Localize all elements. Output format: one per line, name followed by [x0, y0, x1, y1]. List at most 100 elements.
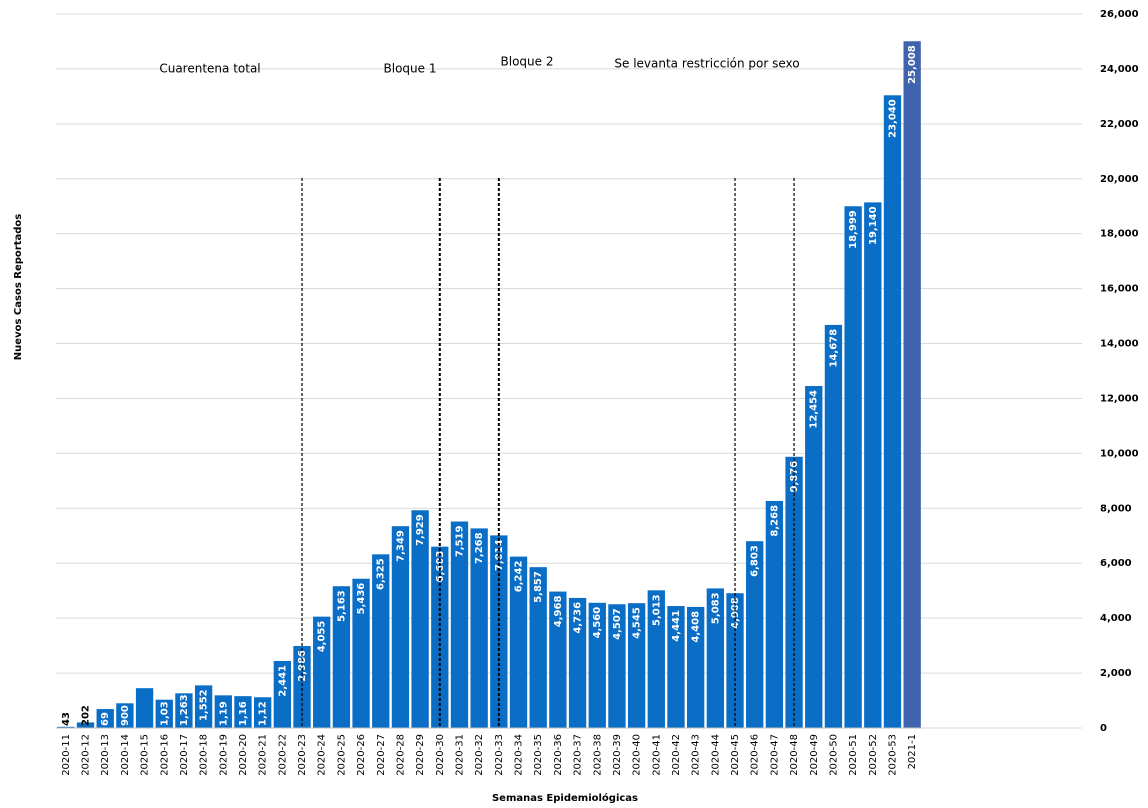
bar	[411, 510, 429, 728]
value-label: 1,263	[179, 694, 190, 726]
value-label: 7,519	[454, 525, 465, 557]
bar	[549, 591, 567, 728]
bar	[765, 500, 784, 728]
y-axis-label: Nuevos Casos Reportados	[13, 214, 24, 360]
x-tick-label: 2020-23	[297, 734, 308, 776]
x-tick-label: 2020-35	[533, 734, 544, 776]
bar	[706, 588, 725, 728]
x-tick-label: 2020-27	[376, 734, 387, 776]
x-tick-label: 2020-40	[632, 734, 643, 776]
x-tick-label: 2020-33	[494, 734, 505, 776]
x-tick-label: 2020-51	[848, 734, 859, 776]
x-tick-label: 2021-1	[907, 734, 918, 769]
value-label: 4,055	[317, 621, 328, 653]
bar	[253, 697, 272, 728]
annotation: Cuarentena total	[159, 62, 260, 76]
value-label: 6,242	[514, 561, 525, 593]
x-tick-label: 2020-26	[356, 734, 367, 776]
y-tick-label: 12,000	[1100, 393, 1139, 404]
y-tick-label: 16,000	[1100, 284, 1139, 295]
bar	[568, 597, 587, 728]
y-tick-label: 0	[1100, 723, 1107, 734]
y-tick-label: 14,000	[1100, 339, 1139, 350]
x-tick-label: 2020-52	[868, 734, 879, 776]
x-tick-label: 2020-34	[514, 734, 525, 776]
bar	[490, 535, 508, 728]
bar	[234, 696, 252, 728]
value-label: 4,736	[573, 602, 584, 634]
x-tick-label: 2020-47	[769, 734, 780, 776]
value-label: 19,140	[868, 206, 879, 245]
value-label: 1,19	[218, 701, 229, 726]
y-tick-label: 18,000	[1100, 229, 1139, 240]
x-tick-label: 2020-22	[277, 734, 288, 776]
value-label: 7,268	[474, 532, 485, 564]
annotation: Se levanta restricción por sexo	[614, 57, 799, 71]
x-tick-label: 2020-49	[809, 734, 820, 776]
bar	[844, 206, 862, 728]
value-label: 12,454	[809, 390, 820, 429]
value-label: 9,876	[789, 461, 800, 493]
value-label: 5,857	[533, 571, 544, 603]
value-label: 5,013	[651, 594, 662, 626]
bar	[608, 604, 626, 728]
x-tick-label: 2020-30	[435, 734, 446, 776]
bar	[509, 556, 528, 728]
bar	[57, 726, 75, 728]
bar	[293, 645, 311, 728]
value-label: 202	[81, 705, 92, 726]
x-tick-label: 2020-15	[140, 734, 151, 776]
bar	[372, 554, 390, 728]
value-label: 1,12	[258, 701, 269, 726]
y-tick-label: 6,000	[1100, 558, 1132, 569]
x-tick-label: 2020-19	[218, 734, 229, 776]
value-label: 6,803	[750, 545, 761, 577]
bar	[785, 456, 803, 728]
y-tick-label: 10,000	[1100, 448, 1139, 459]
bar	[352, 578, 370, 728]
bar	[214, 695, 232, 728]
value-label: 4,560	[592, 607, 603, 639]
bar	[431, 546, 449, 728]
value-label: 7,349	[395, 530, 406, 562]
x-tick-label: 2020-36	[553, 734, 564, 776]
x-tick-label: 2020-31	[454, 734, 465, 776]
value-label: 4,545	[632, 607, 643, 639]
value-label: 2,441	[277, 665, 288, 697]
x-tick-label: 2020-21	[258, 734, 269, 776]
x-tick-label: 2020-11	[61, 734, 72, 776]
x-tick-label: 2020-45	[730, 734, 741, 776]
value-label: 1,552	[199, 689, 210, 721]
value-label: 4,408	[691, 611, 702, 643]
value-label: 900	[120, 705, 131, 726]
x-tick-label: 2020-42	[671, 734, 682, 776]
x-tick-label: 2020-25	[336, 734, 347, 776]
x-tick-label: 2020-53	[887, 734, 898, 776]
value-label: 1,16	[238, 701, 249, 726]
bar	[194, 685, 213, 728]
bar	[450, 521, 469, 728]
y-tick-label: 22,000	[1100, 119, 1139, 130]
value-label: 43	[61, 712, 72, 726]
bar	[313, 616, 331, 728]
x-tick-label: 2020-14	[120, 734, 131, 776]
value-label: 4,441	[671, 610, 682, 642]
value-label: 6,603	[435, 551, 446, 583]
value-label: 14,678	[828, 329, 839, 368]
x-tick-label: 2020-43	[691, 734, 702, 776]
bar	[627, 603, 646, 728]
value-label: 23,040	[887, 99, 898, 138]
x-tick-label: 2020-28	[395, 734, 406, 776]
bar	[273, 660, 292, 728]
x-tick-label: 2020-46	[750, 734, 761, 776]
x-tick-label: 2020-48	[789, 734, 800, 776]
annotation: Bloque 1	[384, 62, 437, 76]
y-tick-label: 20,000	[1100, 174, 1139, 185]
x-tick-label: 2020-18	[199, 734, 210, 776]
value-label: 8,268	[769, 505, 780, 537]
x-tick-label: 2020-39	[612, 734, 623, 776]
x-axis-label: Semanas Epidemiológicas	[492, 792, 638, 804]
value-label: 4,507	[612, 608, 623, 640]
x-tick-label: 2020-29	[415, 734, 426, 776]
x-tick-label: 2020-16	[159, 734, 170, 776]
